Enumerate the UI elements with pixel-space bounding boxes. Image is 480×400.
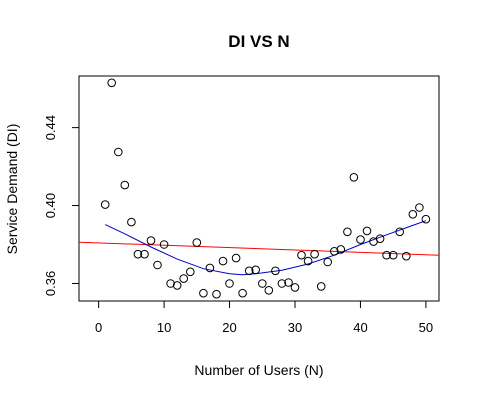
data-point xyxy=(395,227,405,237)
data-point xyxy=(336,245,346,254)
data-point xyxy=(303,256,313,266)
data-point xyxy=(421,214,431,224)
chart-title: DI VS N xyxy=(228,32,289,51)
data-point xyxy=(264,286,274,295)
data-point xyxy=(114,147,123,157)
data-point xyxy=(212,289,221,299)
data-point xyxy=(199,288,208,298)
x-tick-label: 20 xyxy=(222,320,236,335)
y-tick-label: 0.40 xyxy=(43,193,58,218)
data-point xyxy=(218,256,228,266)
data-point xyxy=(271,266,280,276)
data-point xyxy=(415,203,424,212)
x-tick-label: 30 xyxy=(288,320,302,335)
data-point xyxy=(310,249,319,259)
data-point xyxy=(133,249,143,259)
data-point xyxy=(179,274,188,283)
data-point xyxy=(330,247,339,256)
x-tick-label: 40 xyxy=(353,320,367,335)
data-point xyxy=(343,227,352,237)
linear-fit-line xyxy=(78,241,440,256)
data-point xyxy=(284,278,293,287)
y-axis: 0.36 0.40 0.44 xyxy=(43,115,79,296)
data-point xyxy=(159,240,169,249)
y-tick-label: 0.36 xyxy=(43,271,58,296)
x-tick-label: 0 xyxy=(95,320,102,335)
x-axis-label: Number of Users (N) xyxy=(194,362,323,378)
data-point xyxy=(258,279,267,288)
data-point xyxy=(146,236,156,245)
data-point xyxy=(382,250,391,260)
data-point xyxy=(172,281,182,290)
data-point xyxy=(231,253,241,263)
data-point xyxy=(120,180,130,190)
data-point xyxy=(349,173,359,182)
fit-lines xyxy=(78,220,440,276)
data-points xyxy=(100,78,431,299)
data-point xyxy=(238,288,247,298)
data-point xyxy=(140,249,149,259)
data-point xyxy=(362,226,372,236)
data-point xyxy=(225,279,234,288)
data-point xyxy=(127,217,136,227)
data-point xyxy=(153,260,162,270)
data-point xyxy=(297,250,306,260)
smooth-fit-line xyxy=(104,220,427,276)
y-tick-label: 0.44 xyxy=(43,115,58,140)
data-point xyxy=(107,78,116,88)
data-point xyxy=(375,234,385,243)
data-point xyxy=(408,210,418,219)
x-axis: 0 10 20 30 40 50 xyxy=(95,301,433,335)
y-axis-label: Service Demand (DI) xyxy=(4,124,20,255)
data-point xyxy=(244,266,254,276)
data-point xyxy=(186,267,195,277)
plot-frame xyxy=(78,75,440,302)
data-point xyxy=(100,200,110,209)
data-point xyxy=(277,279,287,288)
data-point xyxy=(166,279,175,288)
data-point xyxy=(323,257,333,267)
data-point xyxy=(402,251,411,261)
data-point xyxy=(192,238,202,247)
x-tick-label: 10 xyxy=(157,320,171,335)
data-point xyxy=(290,283,300,292)
data-point xyxy=(251,265,260,275)
x-tick-label: 50 xyxy=(419,320,433,335)
data-point xyxy=(388,250,398,260)
data-point xyxy=(205,263,215,273)
data-point xyxy=(356,235,365,244)
data-point xyxy=(316,282,326,291)
